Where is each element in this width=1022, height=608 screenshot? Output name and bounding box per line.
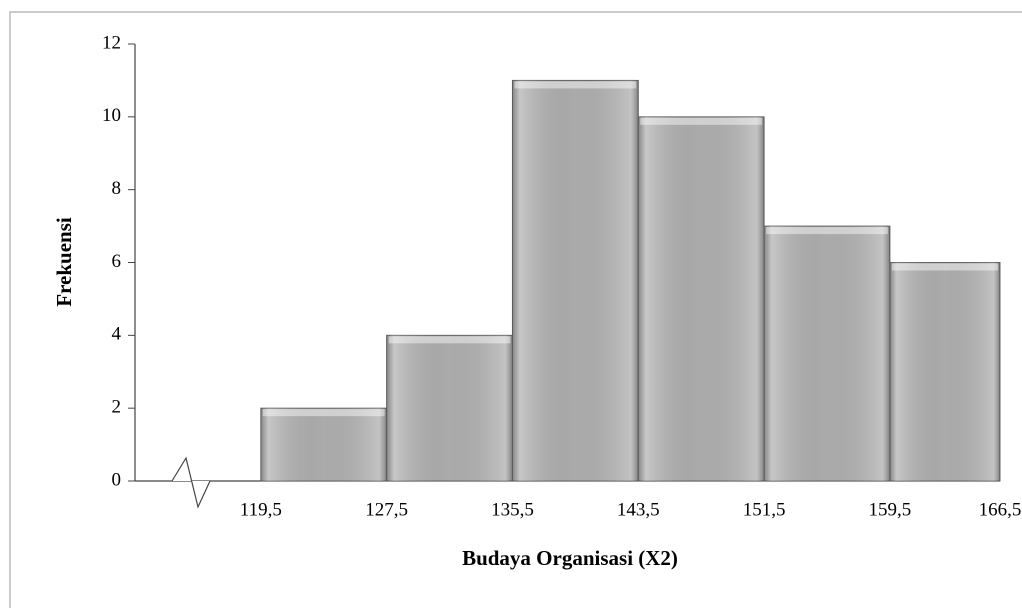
y-tick-label: 12: [102, 32, 121, 53]
y-tick-label: 10: [102, 105, 121, 126]
bar-bevel: [640, 117, 763, 125]
bar-shade: [386, 335, 513, 481]
x-tick-label: 151,5: [743, 499, 786, 520]
y-axis-label: Frekuensi: [52, 217, 76, 307]
bar-shade: [638, 116, 765, 481]
bar-shade: [260, 408, 387, 481]
y-tick-label: 4: [112, 324, 122, 345]
bar-shade: [512, 80, 639, 482]
x-tick-label: 119,5: [240, 499, 282, 520]
bar-bevel: [514, 81, 637, 89]
bar-shade: [764, 226, 890, 481]
x-tick-label: 159,5: [869, 499, 912, 520]
x-tick-label: 135,5: [491, 499, 534, 520]
bar-bevel: [766, 227, 888, 235]
bar-bevel: [891, 263, 998, 271]
bar-shade: [889, 262, 1000, 481]
frame: [9, 11, 1022, 608]
bar-bevel: [262, 409, 385, 417]
x-tick-label: 143,5: [617, 499, 660, 520]
x-axis-label: Budaya Organisasi (X2): [462, 546, 678, 570]
y-tick-label: 8: [112, 178, 122, 199]
y-tick-label: 0: [112, 469, 122, 490]
y-tick-label: 2: [112, 397, 122, 418]
axis-break: [171, 456, 211, 509]
bar-bevel: [388, 336, 511, 344]
x-tick-label: 166,5: [979, 499, 1022, 520]
x-tick-label: 127,5: [365, 499, 408, 520]
y-tick-label: 6: [112, 251, 122, 272]
